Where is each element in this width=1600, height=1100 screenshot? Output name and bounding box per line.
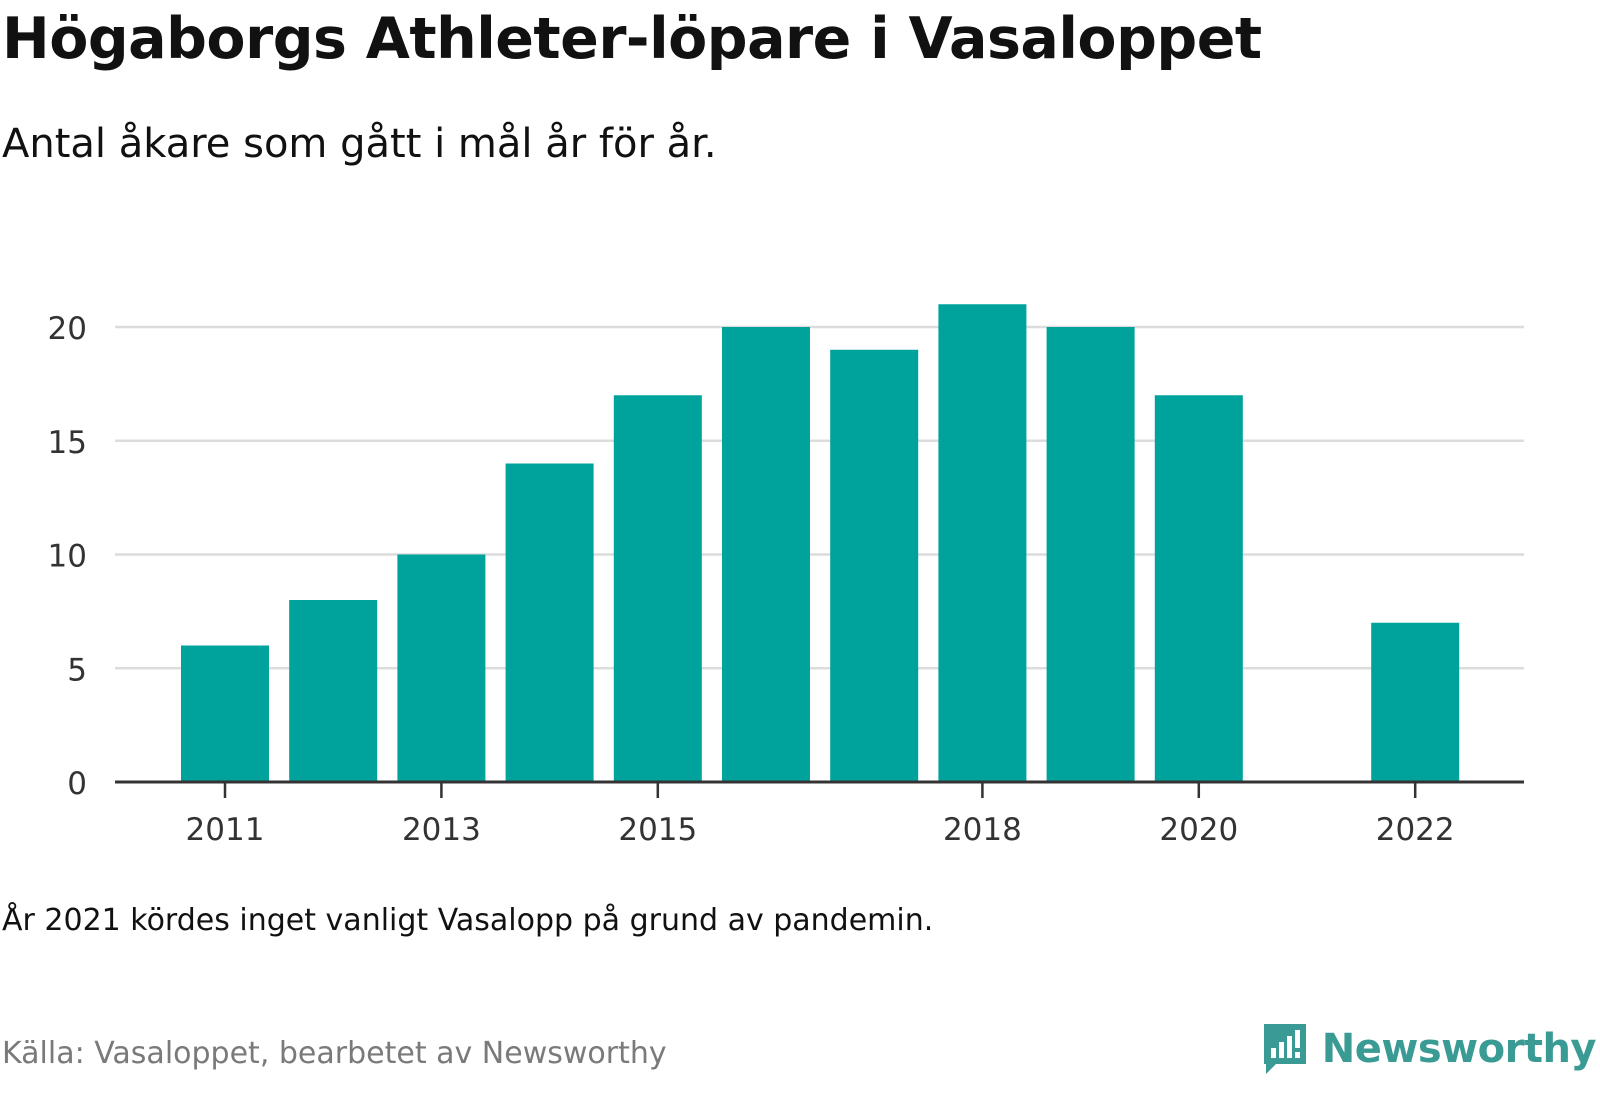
x-tick-label: 2013 — [402, 812, 481, 848]
bar-2017 — [830, 349, 919, 782]
bars — [181, 304, 1460, 782]
x-tick-label: 2020 — [1159, 812, 1238, 848]
bar-2020 — [1154, 395, 1243, 782]
y-tick-label: 10 — [48, 539, 87, 575]
tick-labels: 0 5 10 15 20 2011 2013 2015 2018 2020 2022 — [48, 311, 1455, 848]
bar-2018 — [938, 304, 1027, 782]
x-tick-label: 2015 — [618, 812, 697, 848]
source-credit: Källa: Vasaloppet, bearbetet av Newswort… — [2, 1036, 667, 1071]
chart-subtitle: Antal åkare som gått i mål år för år. — [2, 121, 717, 167]
axes — [115, 780, 1524, 798]
x-tick-label: 2018 — [943, 812, 1022, 848]
bar-2019 — [1046, 327, 1135, 782]
bar-2011 — [181, 645, 269, 782]
y-tick-label: 5 — [67, 652, 87, 688]
y-tick-label: 20 — [48, 311, 87, 347]
y-tick-label: 15 — [48, 425, 87, 461]
x-tick-label: 2011 — [186, 812, 265, 848]
newsworthy-logo: Newsworthy — [1260, 1020, 1597, 1078]
bar-2012 — [289, 600, 378, 782]
bar-2022 — [1371, 622, 1460, 782]
newsworthy-logo-icon — [1263, 1024, 1306, 1074]
bar-2015 — [613, 395, 702, 782]
chart-title: Högaborgs Athleter-löpare i Vasaloppet — [2, 6, 1262, 72]
bar-2014 — [505, 463, 594, 782]
bar-2013 — [397, 554, 486, 782]
footnote: År 2021 kördes inget vanligt Vasalopp på… — [2, 903, 934, 938]
x-tick-label: 2022 — [1376, 812, 1455, 848]
newsworthy-logo-text: Newsworthy — [1321, 1026, 1597, 1072]
bar-chart: 0 5 10 15 20 2011 2013 2015 2018 2020 2022 — [48, 304, 1524, 848]
bar-2016 — [722, 327, 810, 782]
gridlines — [115, 325, 1524, 670]
y-tick-label: 0 — [67, 766, 87, 802]
